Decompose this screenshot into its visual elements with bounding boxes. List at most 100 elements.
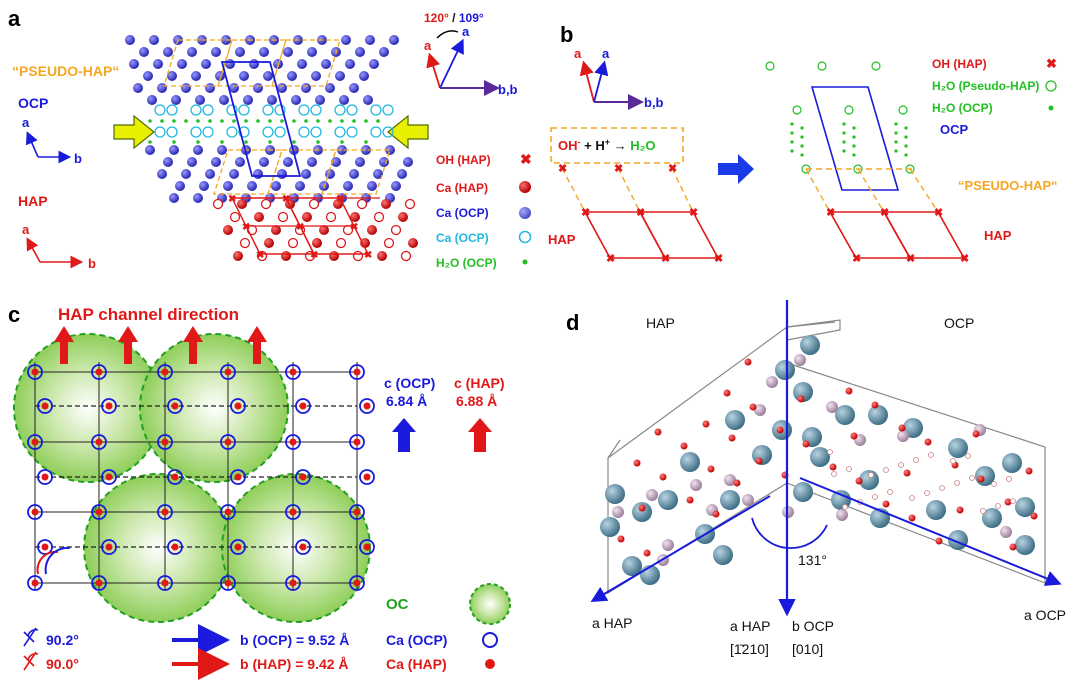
b-axis-bb-label: b,b xyxy=(644,95,664,110)
water-dot xyxy=(256,119,260,123)
ca-hap-atom xyxy=(224,579,232,587)
ocp-atom xyxy=(307,47,317,57)
o-atom xyxy=(956,506,964,514)
water-dot xyxy=(148,140,152,144)
hap-ca-atom xyxy=(360,238,370,248)
ocp-atom xyxy=(345,59,355,69)
ocp-cyan-atom xyxy=(310,126,322,138)
ocp-atom xyxy=(349,169,359,179)
ca-hap-atom xyxy=(161,508,169,516)
angle-arc-blue-icon xyxy=(44,546,71,575)
hap-cell xyxy=(284,197,370,255)
ocp-atom xyxy=(195,95,205,105)
water-dot xyxy=(232,119,236,123)
hap-ca-atom xyxy=(373,211,385,223)
ca-ocp-atom xyxy=(167,539,183,555)
svg-text:✖: ✖ xyxy=(614,163,623,175)
water-dot xyxy=(364,119,368,123)
ca-ocp-atom xyxy=(91,434,107,450)
axis-a-red-arrow xyxy=(426,52,441,89)
panel-b-label: b xyxy=(560,22,573,47)
ocp-cyan-atom xyxy=(310,104,322,116)
ocp-water-dot xyxy=(790,122,794,126)
ocp-a-axis-arrow xyxy=(25,131,39,158)
ca-ocp-atom xyxy=(220,504,236,520)
b-dashed-guides-left xyxy=(561,167,694,213)
ca-ocp-atom xyxy=(220,575,236,591)
ca-atom xyxy=(632,502,652,522)
svg-text:✖: ✖ xyxy=(826,207,835,219)
channel-arrow-icon xyxy=(118,326,138,364)
channel-arrow-icon xyxy=(54,326,74,364)
water-dot xyxy=(184,119,188,123)
legend-open-circle-icon xyxy=(518,230,532,244)
h-atom xyxy=(950,458,956,464)
ca-ocp-atom xyxy=(359,398,375,414)
ocp-cyan-atom xyxy=(274,126,286,138)
ocp-atom xyxy=(129,59,139,69)
ca-atom xyxy=(1015,535,1035,555)
o-atom xyxy=(638,504,646,512)
ocp-water-dot xyxy=(904,153,908,157)
ocp-atom xyxy=(187,47,197,57)
ocp-atom xyxy=(163,47,173,57)
angle-blue: 109° xyxy=(459,11,484,25)
ca-ocp-legend: Ca (OCP) xyxy=(386,632,447,648)
ocp-water-dot xyxy=(852,126,856,130)
o-atom xyxy=(654,428,662,436)
b-axis-a-blue-arrow xyxy=(593,60,609,103)
ca-hap-atom xyxy=(289,368,297,376)
hap-b-axis-label: b xyxy=(88,256,96,271)
ca-ocp-atom xyxy=(349,575,365,591)
ocp-atom xyxy=(343,181,353,191)
hap-ca-atom xyxy=(367,225,377,235)
ocp-water-dot xyxy=(800,153,804,157)
ocp-atom xyxy=(199,181,209,191)
ca-hap-atom xyxy=(161,438,169,446)
ocp-atom xyxy=(163,157,173,167)
axis-a-red-label: a xyxy=(424,38,432,53)
ca-ocp-atom xyxy=(285,364,301,380)
ca-hap-atom xyxy=(289,438,297,446)
oh-mark: ✖ xyxy=(310,250,318,261)
angle-indicator: 120° / 109° xyxy=(424,11,484,25)
o-atom xyxy=(898,424,906,432)
ca-ocp-atom xyxy=(349,364,365,380)
o-atom xyxy=(686,496,694,504)
ca-hap-atom xyxy=(161,368,169,376)
panel-c-title: HAP channel direction xyxy=(58,305,239,324)
ca-grid xyxy=(27,362,375,591)
legend-ca-ocp-blue: Ca (OCP) xyxy=(436,206,489,220)
ca-hap-atom xyxy=(31,368,39,376)
ocp-atom xyxy=(267,95,277,105)
angle-hap-value: 90.0° xyxy=(46,656,79,672)
ocp-atom xyxy=(301,83,311,93)
p-atom xyxy=(794,354,806,366)
b-legend-h2o-pseudo: H₂O (Pseudo-HAP) xyxy=(932,79,1039,93)
ca-ocp-atom xyxy=(157,504,173,520)
ocp-atom xyxy=(389,35,399,45)
pseudo-water xyxy=(898,105,908,115)
hap-ca-atom xyxy=(287,237,299,249)
ocp-atom xyxy=(247,181,257,191)
ocp-water-dot xyxy=(800,135,804,139)
ca-atom xyxy=(713,545,733,565)
h-atom xyxy=(1006,476,1012,482)
water-dot xyxy=(364,140,368,144)
d-angle-value: 131° xyxy=(798,552,827,568)
ca-hap-atom xyxy=(299,402,307,410)
ocp-cyan-atom xyxy=(346,126,358,138)
o-atom xyxy=(723,389,731,397)
reaction-h2o: H₂O xyxy=(630,138,655,153)
ca-ocp-atom xyxy=(167,469,183,485)
hap-ca-atom xyxy=(229,211,241,223)
ocp-cyan-atom xyxy=(202,126,214,138)
axis-a-blue-arrow xyxy=(439,38,464,89)
legend-x-icon: ✖ xyxy=(520,151,532,167)
o-atom xyxy=(733,479,741,487)
oh-mark: ✖ xyxy=(364,250,372,261)
ca-ocp-atom xyxy=(101,539,117,555)
svg-text:✖: ✖ xyxy=(714,253,723,265)
d-a-hap-center-label: a HAP xyxy=(730,618,770,634)
